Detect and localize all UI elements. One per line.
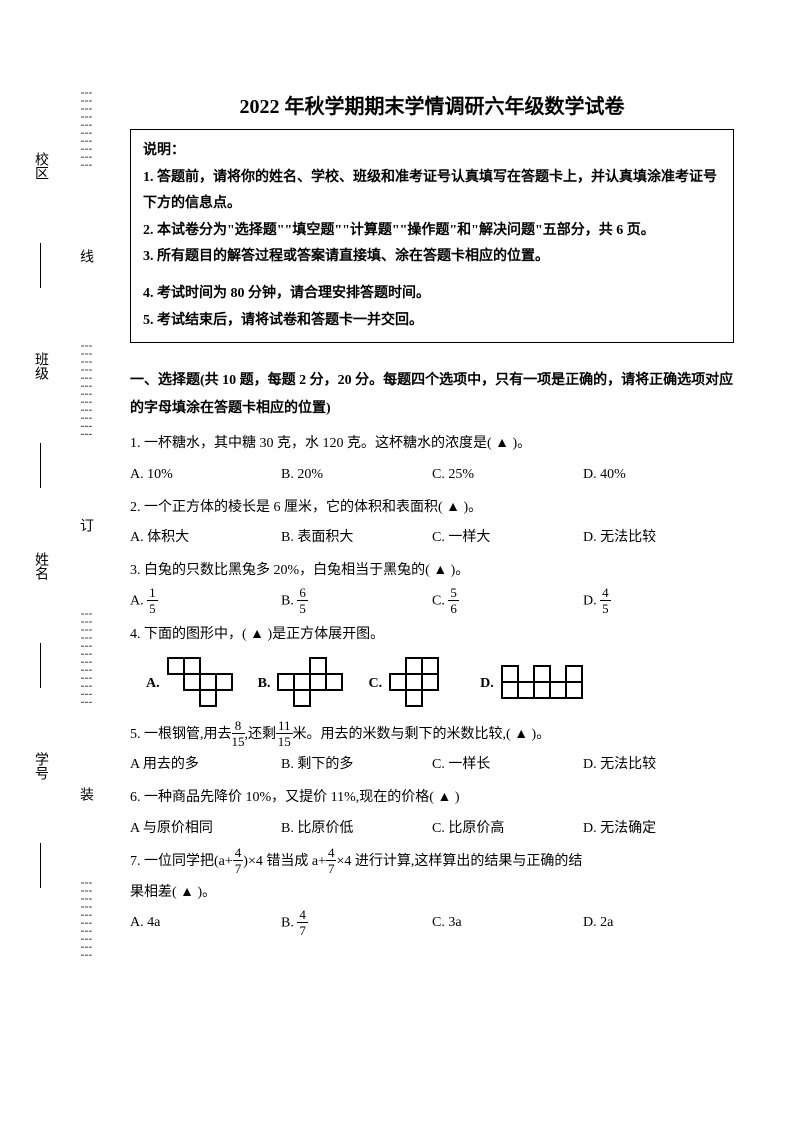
section-1-head: 一、选择题(共 10 题，每题 2 分，20 分。每题四个选项中，只有一项是正确… bbox=[130, 367, 734, 423]
q1-text: 1. 一杯糖水，其中糖 30 克，水 120 克。这杯糖水的浓度是( ▲ )。 bbox=[130, 429, 734, 458]
q4-net-a: A. bbox=[146, 656, 236, 712]
q7-d: D. 2a bbox=[583, 909, 734, 938]
page-content: 2022 年秋学期期末学情调研六年级数学试卷 说明： 1. 答题前，请将你的姓名… bbox=[0, 0, 794, 982]
mark-zhuang: 装 bbox=[75, 787, 95, 801]
q5-c: C. 一样长 bbox=[432, 751, 583, 779]
underline bbox=[40, 243, 41, 288]
mark-xian: 线 bbox=[75, 249, 95, 263]
q7-b: B. 47 bbox=[281, 909, 432, 938]
q6-options: A 与原价相同 B. 比原价低 C. 比原价高 D. 无法确定 bbox=[130, 815, 734, 843]
q3-a: A. 15 bbox=[130, 587, 281, 616]
cube-net-icon bbox=[276, 656, 346, 712]
q7-text: 7. 一位同学把(a+47)×4 错当成 a+47×4 进行计算,这样算出的结果… bbox=[130, 847, 734, 876]
label-xiaoqu: 校区 bbox=[30, 152, 50, 180]
instr-3: 3. 所有题目的解答过程或答案请直接填、涂在答题卡相应的位置。 bbox=[143, 244, 721, 271]
q3-c: C. 56 bbox=[432, 587, 583, 616]
instr-head: 说明： bbox=[143, 138, 721, 165]
q3-text: 3. 白兔的只数比黑兔多 20%，白兔相当于黑兔的( ▲ )。 bbox=[130, 556, 734, 585]
instr-2: 2. 本试卷分为"选择题""填空题""计算题""操作题"和"解决问题"五部分，共… bbox=[143, 218, 721, 245]
instr-1: 1. 答题前，请将你的姓名、学校、班级和准考证号认真填写在答题卡上，并认真填涂准… bbox=[143, 165, 721, 218]
q4-net-d: D. bbox=[480, 664, 586, 704]
q2-a: A. 体积大 bbox=[130, 524, 281, 552]
q6-a: A 与原价相同 bbox=[130, 815, 281, 843]
q3-b: B. 65 bbox=[281, 587, 432, 616]
instr-5: 5. 考试结束后，请将试卷和答题卡一并交回。 bbox=[143, 308, 721, 335]
q1-d: D. 40% bbox=[583, 461, 734, 489]
q1-c: C. 25% bbox=[432, 461, 583, 489]
binding-labels: 校区 班级 姓名 学号 bbox=[30, 120, 50, 920]
q1-a: A. 10% bbox=[130, 461, 281, 489]
q7-a: A. 4a bbox=[130, 909, 281, 938]
q4-net-b: B. bbox=[258, 656, 347, 712]
instructions-box: 说明： 1. 答题前，请将你的姓名、学校、班级和准考证号认真填写在答题卡上，并认… bbox=[130, 129, 734, 343]
q4-label-b: B. bbox=[258, 676, 271, 692]
q5-b: B. 剩下的多 bbox=[281, 751, 432, 779]
q5-a: A 用去的多 bbox=[130, 751, 281, 779]
q2-b: B. 表面积大 bbox=[281, 524, 432, 552]
dots: ┆┆┆┆┆┆┆┆┆┆┆┆ bbox=[80, 611, 90, 707]
q5-options: A 用去的多 B. 剩下的多 C. 一样长 D. 无法比较 bbox=[130, 751, 734, 779]
q1-b: B. 20% bbox=[281, 461, 432, 489]
q4-label-a: A. bbox=[146, 676, 160, 692]
underline bbox=[40, 643, 41, 688]
q3-d: D. 45 bbox=[583, 587, 734, 616]
q7-text2: 果相差( ▲ )。 bbox=[130, 878, 734, 907]
q1-options: A. 10% B. 20% C. 25% D. 40% bbox=[130, 461, 734, 489]
underline bbox=[40, 443, 41, 488]
fold-strip: ┆┆┆┆┆┆┆┆┆┆ 线 ┆┆┆┆┆┆┆┆┆┆┆┆ 订 ┆┆┆┆┆┆┆┆┆┆┆┆… bbox=[55, 90, 115, 960]
underline bbox=[40, 843, 41, 888]
q6-b: B. 比原价低 bbox=[281, 815, 432, 843]
mark-ding: 订 bbox=[75, 518, 95, 532]
q5-d: D. 无法比较 bbox=[583, 751, 734, 779]
dots: ┆┆┆┆┆┆┆┆┆┆┆┆ bbox=[80, 343, 90, 439]
label-xingming: 姓名 bbox=[30, 552, 50, 580]
q4-net-c: C. bbox=[368, 656, 458, 712]
label-banji: 班级 bbox=[30, 352, 50, 380]
label-xuehao: 学号 bbox=[30, 752, 50, 780]
q2-text: 2. 一个正方体的棱长是 6 厘米，它的体积和表面积( ▲ )。 bbox=[130, 493, 734, 522]
cube-net-icon bbox=[500, 664, 586, 704]
q4-label-c: C. bbox=[368, 676, 382, 692]
dots: ┆┆┆┆┆┆┆┆┆┆ bbox=[80, 880, 90, 960]
q6-c: C. 比原价高 bbox=[432, 815, 583, 843]
q2-options: A. 体积大 B. 表面积大 C. 一样大 D. 无法比较 bbox=[130, 524, 734, 552]
instr-4: 4. 考试时间为 80 分钟，请合理安排答题时间。 bbox=[143, 281, 721, 308]
q6-text: 6. 一种商品先降价 10%，又提价 11%,现在的价格( ▲ ) bbox=[130, 783, 734, 812]
q4-label-d: D. bbox=[480, 676, 494, 692]
q7-options: A. 4a B. 47 C. 3a D. 2a bbox=[130, 909, 734, 938]
q4-nets: A. B. C. D. bbox=[146, 656, 734, 712]
cube-net-icon bbox=[166, 656, 236, 712]
cube-net-icon bbox=[388, 656, 458, 712]
q3-options: A. 15 B. 65 C. 56 D. 45 bbox=[130, 587, 734, 616]
q6-d: D. 无法确定 bbox=[583, 815, 734, 843]
q5-text: 5. 一根钢管,用去815,还剩1115米。用去的米数与剩下的米数比较,( ▲ … bbox=[130, 720, 734, 749]
q2-c: C. 一样大 bbox=[432, 524, 583, 552]
exam-title: 2022 年秋学期期末学情调研六年级数学试卷 bbox=[130, 90, 734, 119]
q2-d: D. 无法比较 bbox=[583, 524, 734, 552]
q4-text: 4. 下面的图形中，( ▲ )是正方体展开图。 bbox=[130, 620, 734, 649]
dots: ┆┆┆┆┆┆┆┆┆┆ bbox=[80, 90, 90, 170]
q7-c: C. 3a bbox=[432, 909, 583, 938]
